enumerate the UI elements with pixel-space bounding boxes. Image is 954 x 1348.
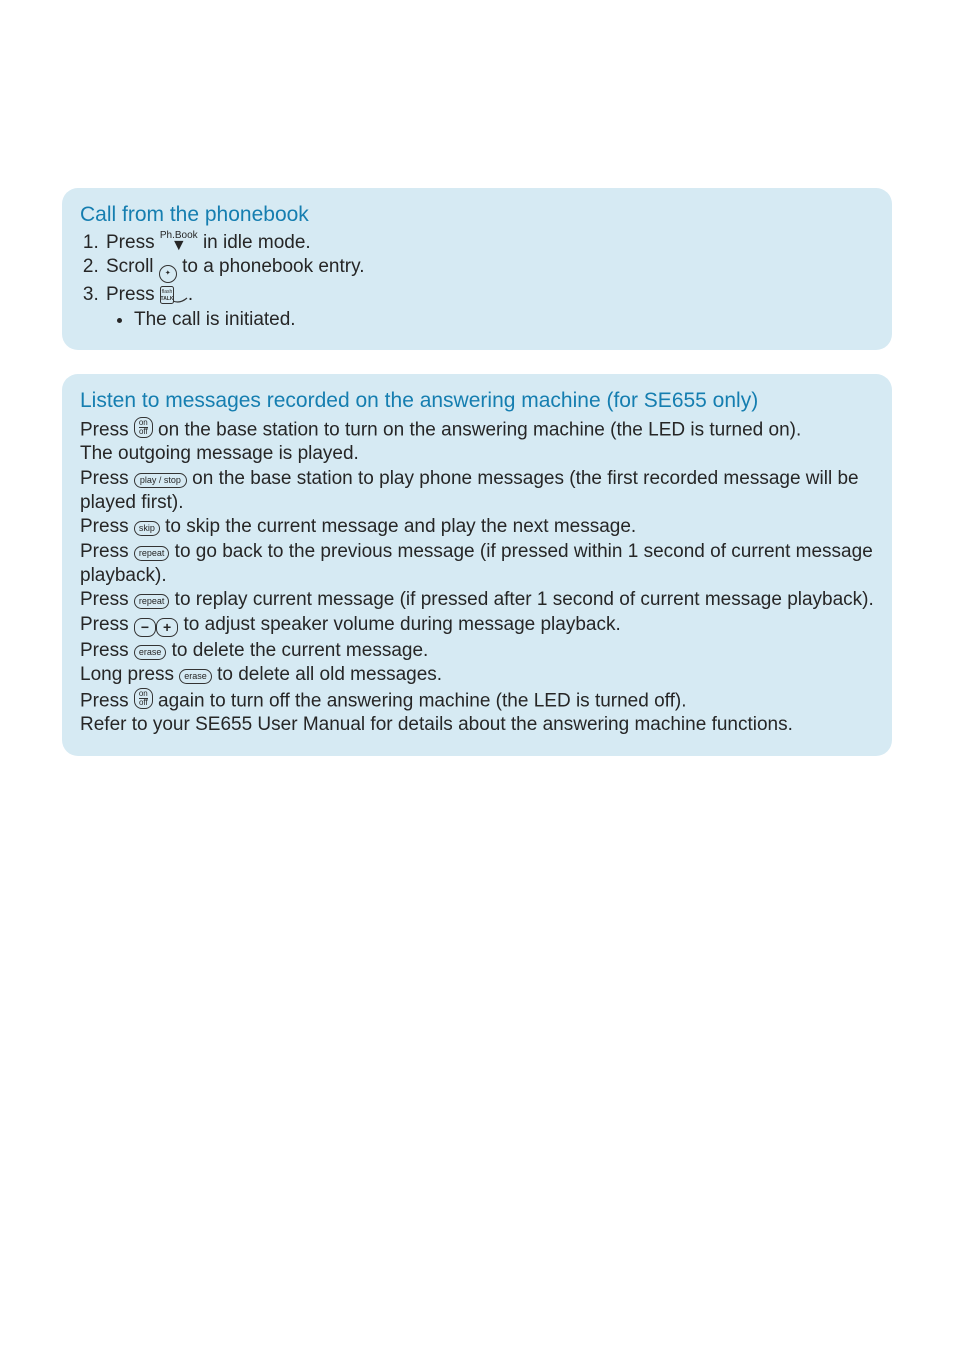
text: to skip the current message and play the… [160, 516, 636, 537]
line-7: Press −+ to adjust speaker volume during… [80, 613, 874, 639]
line-9: Long press erase to delete all old messa… [80, 663, 874, 687]
text: Press [80, 419, 134, 440]
text: Press [80, 614, 134, 635]
repeat-button-icon: repeat [134, 546, 170, 561]
line-2: The outgoing message is played. [80, 442, 874, 466]
volume-buttons-icon: −+ [134, 615, 178, 639]
repeat-button-icon: repeat [134, 594, 170, 609]
down-arrow-icon: ▼ [160, 241, 198, 251]
heading-answering: Listen to messages recorded on the answe… [80, 388, 874, 415]
skip-button-icon: skip [134, 521, 160, 536]
play-stop-button-icon: play / stop [134, 473, 187, 488]
text: Press [106, 232, 160, 253]
line-5: Press repeat to go back to the previous … [80, 540, 874, 589]
phbook-icon: Ph.Book▼ [160, 231, 198, 251]
line-4: Press skip to skip the current message a… [80, 515, 874, 539]
text: to go back to the previous message (if p… [80, 541, 873, 586]
step-2: Scroll ✦ to a phonebook entry. [104, 255, 874, 283]
text: on the base station to play phone messag… [80, 468, 859, 513]
on-off-button-icon: onoff [134, 417, 153, 439]
line-10: Press onoff again to turn off the answer… [80, 688, 874, 714]
vol-plus-icon: + [156, 618, 178, 637]
nav-wheel-icon: ✦ [159, 265, 177, 283]
line-6: Press repeat to replay current message (… [80, 588, 874, 612]
step-1: Press Ph.Book▼ in idle mode. [104, 231, 874, 255]
line-1: Press onoff on the base station to turn … [80, 417, 874, 443]
step-3: Press flashTALK. The call is initiated. [104, 283, 874, 332]
text: to a phonebook entry. [177, 256, 365, 277]
text: Press [106, 284, 160, 305]
text: in idle mode. [198, 232, 311, 253]
erase-button-icon: erase [134, 645, 167, 660]
text: to delete all old messages. [212, 664, 442, 685]
heading-phonebook: Call from the phonebook [80, 202, 874, 229]
text: Long press [80, 664, 179, 685]
text: on the base station to turn on the answe… [153, 419, 802, 440]
text: to adjust speaker volume during message … [178, 614, 621, 635]
text: Press [80, 690, 134, 711]
erase-button-icon: erase [179, 669, 212, 684]
text: Press [80, 468, 134, 489]
line-11: Refer to your SE655 User Manual for deta… [80, 713, 874, 737]
vol-minus-icon: − [134, 618, 156, 637]
card-phonebook: Call from the phonebook Press Ph.Book▼ i… [62, 188, 892, 350]
text: Press [80, 516, 134, 537]
talk-key-icon: flashTALK [160, 286, 188, 304]
sub-bullet: The call is initiated. [134, 308, 874, 332]
text: Press [80, 640, 134, 661]
page: Call from the phonebook Press Ph.Book▼ i… [0, 0, 954, 756]
text: Press [80, 541, 134, 562]
steps-list: Press Ph.Book▼ in idle mode. Scroll ✦ to… [80, 231, 874, 332]
text: to delete the current message. [166, 640, 428, 661]
text: again to turn off the answering machine … [153, 690, 687, 711]
text: Scroll [106, 256, 159, 277]
svg-text:flash: flash [162, 289, 173, 295]
line-3: Press play / stop on the base station to… [80, 467, 874, 516]
text: to replay current message (if pressed af… [169, 589, 873, 610]
text: . [188, 284, 193, 305]
card-answering-machine: Listen to messages recorded on the answe… [62, 374, 892, 756]
body: Press onoff on the base station to turn … [80, 417, 874, 738]
text: Press [80, 589, 134, 610]
on-off-button-icon: onoff [134, 688, 153, 710]
sub-list: The call is initiated. [106, 308, 874, 332]
line-8: Press erase to delete the current messag… [80, 639, 874, 663]
svg-text:TALK: TALK [160, 296, 173, 302]
